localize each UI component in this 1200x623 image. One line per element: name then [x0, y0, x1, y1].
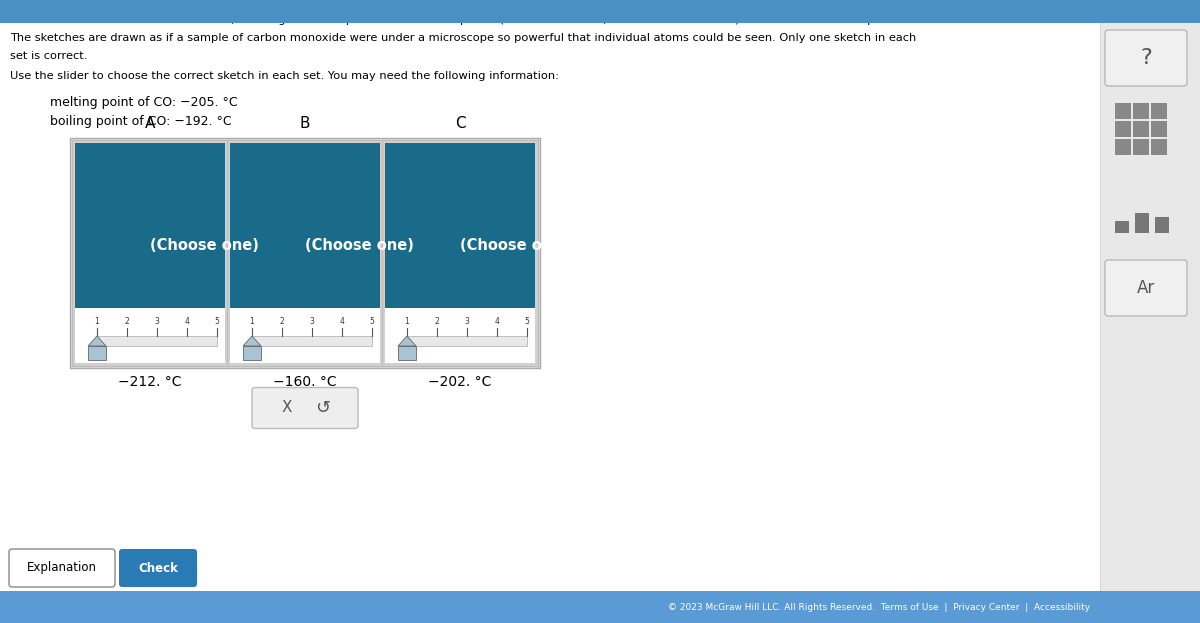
Text: © 2023 McGraw Hill LLC. All Rights Reserved.  Terms of Use  |  Privacy Center  |: © 2023 McGraw Hill LLC. All Rights Reser… — [668, 602, 1090, 612]
Text: 2: 2 — [434, 317, 439, 326]
Text: 2: 2 — [125, 317, 130, 326]
Polygon shape — [88, 346, 106, 360]
FancyBboxPatch shape — [1151, 121, 1166, 137]
Text: ?: ? — [1140, 48, 1152, 68]
Text: 1: 1 — [95, 317, 100, 326]
Text: (Choose one): (Choose one) — [460, 238, 569, 253]
FancyBboxPatch shape — [230, 308, 380, 363]
Polygon shape — [242, 336, 262, 346]
Text: The sketches are drawn as if a sample of carbon monoxide were under a microscope: The sketches are drawn as if a sample of… — [10, 33, 917, 43]
FancyBboxPatch shape — [385, 308, 535, 363]
FancyBboxPatch shape — [1154, 217, 1169, 233]
FancyBboxPatch shape — [1133, 121, 1150, 137]
Text: A: A — [145, 116, 155, 131]
Text: 3: 3 — [155, 317, 160, 326]
Text: Explanation: Explanation — [28, 561, 97, 574]
Text: 5: 5 — [524, 317, 529, 326]
FancyBboxPatch shape — [72, 140, 228, 366]
FancyBboxPatch shape — [1133, 139, 1150, 155]
Text: 3: 3 — [464, 317, 469, 326]
Text: 1: 1 — [404, 317, 409, 326]
Polygon shape — [398, 336, 416, 346]
FancyBboxPatch shape — [119, 549, 197, 587]
Text: Use the slider to choose the correct sketch in each set. You may need the follow: Use the slider to choose the correct ske… — [10, 71, 559, 81]
Text: set is correct.: set is correct. — [10, 51, 88, 61]
Text: C: C — [455, 116, 466, 131]
Polygon shape — [242, 346, 262, 360]
FancyBboxPatch shape — [1105, 30, 1187, 86]
Text: There are three sets of sketches below, showing the same pure molecular compound: There are three sets of sketches below, … — [10, 15, 925, 25]
FancyBboxPatch shape — [227, 140, 383, 366]
Text: 3: 3 — [310, 317, 314, 326]
FancyBboxPatch shape — [1151, 103, 1166, 119]
FancyBboxPatch shape — [97, 336, 217, 346]
FancyBboxPatch shape — [1115, 221, 1129, 233]
FancyBboxPatch shape — [385, 143, 535, 308]
FancyBboxPatch shape — [1151, 139, 1166, 155]
FancyBboxPatch shape — [1115, 103, 1132, 119]
Text: 2: 2 — [280, 317, 284, 326]
FancyBboxPatch shape — [74, 308, 226, 363]
Text: 4: 4 — [185, 317, 190, 326]
Text: (Choose one): (Choose one) — [150, 238, 259, 253]
Polygon shape — [88, 336, 106, 346]
FancyBboxPatch shape — [382, 140, 538, 366]
FancyBboxPatch shape — [1115, 139, 1132, 155]
Text: melting point of CO: −205. °C: melting point of CO: −205. °C — [50, 96, 238, 109]
Text: B: B — [300, 116, 311, 131]
Text: boiling point of CO: −192. °C: boiling point of CO: −192. °C — [50, 115, 232, 128]
Text: −212. °C: −212. °C — [119, 375, 181, 389]
Text: 5: 5 — [215, 317, 220, 326]
FancyBboxPatch shape — [0, 591, 1200, 623]
FancyBboxPatch shape — [1133, 103, 1150, 119]
Text: (Choose one): (Choose one) — [305, 238, 414, 253]
FancyBboxPatch shape — [74, 143, 226, 308]
FancyBboxPatch shape — [1115, 121, 1132, 137]
FancyBboxPatch shape — [0, 0, 1100, 593]
FancyBboxPatch shape — [252, 388, 358, 429]
FancyBboxPatch shape — [230, 143, 380, 308]
Text: −202. °C: −202. °C — [428, 375, 492, 389]
Polygon shape — [398, 346, 416, 360]
FancyBboxPatch shape — [1105, 260, 1187, 316]
FancyBboxPatch shape — [70, 138, 540, 368]
FancyBboxPatch shape — [10, 549, 115, 587]
FancyBboxPatch shape — [407, 336, 527, 346]
FancyBboxPatch shape — [252, 336, 372, 346]
Text: 4: 4 — [494, 317, 499, 326]
Text: 4: 4 — [340, 317, 344, 326]
Text: 1: 1 — [250, 317, 254, 326]
Text: X: X — [282, 401, 293, 416]
Text: 5: 5 — [370, 317, 374, 326]
FancyBboxPatch shape — [1135, 213, 1150, 233]
Text: −160. °C: −160. °C — [274, 375, 337, 389]
Text: Check: Check — [138, 561, 178, 574]
Text: ↺: ↺ — [316, 399, 330, 417]
FancyBboxPatch shape — [0, 0, 1200, 23]
FancyBboxPatch shape — [1100, 0, 1200, 593]
Text: Ar: Ar — [1136, 279, 1156, 297]
